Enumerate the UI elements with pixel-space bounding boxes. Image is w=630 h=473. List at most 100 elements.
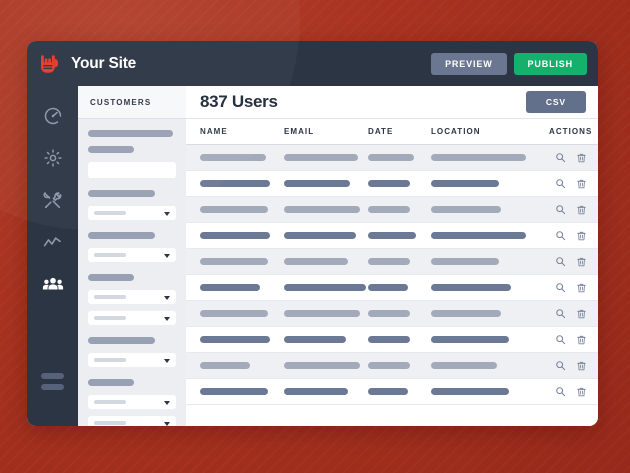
- table-cell-date: [368, 336, 431, 343]
- column-header-location[interactable]: LOCATION: [431, 127, 481, 136]
- sidebar-item-settings[interactable]: [27, 137, 78, 179]
- table-row[interactable]: [186, 145, 598, 171]
- row-actions: [549, 178, 589, 190]
- placeholder-bar: [200, 388, 268, 395]
- placeholder-bar: [431, 232, 526, 239]
- placeholder-bar: [431, 362, 497, 369]
- filter-select-1[interactable]: [88, 206, 176, 220]
- table-cell-name: [200, 388, 284, 395]
- column-header-email[interactable]: EMAIL: [284, 127, 315, 136]
- publish-button[interactable]: PUBLISH: [513, 52, 587, 75]
- table-row[interactable]: [186, 353, 598, 379]
- search-icon[interactable]: [555, 308, 566, 319]
- table-cell-date: [368, 310, 431, 317]
- row-actions: [549, 334, 589, 346]
- search-icon[interactable]: [555, 256, 566, 267]
- search-icon[interactable]: [555, 204, 566, 215]
- sidebar-item-tools[interactable]: [27, 179, 78, 221]
- table-cell-email: [284, 206, 368, 213]
- filter-select-4-value: [94, 316, 126, 320]
- search-icon[interactable]: [555, 360, 566, 371]
- sidebar-item-users[interactable]: [27, 263, 78, 305]
- table-row[interactable]: [186, 327, 598, 353]
- filter-search-input[interactable]: [88, 162, 176, 178]
- icon-sidebar: [27, 86, 78, 426]
- trash-delete-icon[interactable]: [576, 230, 587, 242]
- table-cell-location: [431, 362, 549, 369]
- row-actions: [549, 152, 589, 164]
- trash-delete-icon[interactable]: [576, 178, 587, 190]
- table-cell-email: [284, 154, 368, 161]
- table-row[interactable]: [186, 275, 598, 301]
- table-row[interactable]: [186, 197, 598, 223]
- search-icon[interactable]: [555, 282, 566, 293]
- filter-group-label-2: [88, 232, 155, 239]
- placeholder-bar: [431, 284, 511, 291]
- placeholder-bar: [200, 362, 250, 369]
- placeholder-bar: [368, 336, 410, 343]
- placeholder-bar: [284, 258, 348, 265]
- trash-delete-icon[interactable]: [576, 152, 587, 164]
- table-cell-date: [368, 388, 431, 395]
- placeholder-bar: [368, 232, 416, 239]
- filter-select-3[interactable]: [88, 290, 176, 304]
- search-icon[interactable]: [555, 230, 566, 241]
- sidebar-item-dashboard[interactable]: [27, 95, 78, 137]
- placeholder-bar: [200, 206, 268, 213]
- main-content: 837 Users CSV NAME EMAIL DATE LOCATION A…: [186, 86, 598, 426]
- rock-horns-logo-icon[interactable]: [39, 53, 61, 75]
- filters-panel-body: [78, 119, 186, 426]
- filter-select-2[interactable]: [88, 248, 176, 262]
- filter-sublabel-placeholder: [88, 146, 134, 153]
- filter-select-4[interactable]: [88, 311, 176, 325]
- chevron-down-icon: [164, 211, 170, 216]
- column-header-date[interactable]: DATE: [368, 127, 394, 136]
- trash-delete-icon[interactable]: [576, 204, 587, 216]
- trash-delete-icon[interactable]: [576, 360, 587, 372]
- search-icon[interactable]: [555, 334, 566, 345]
- table-cell-date: [368, 284, 431, 291]
- search-icon[interactable]: [555, 386, 566, 397]
- search-icon[interactable]: [555, 178, 566, 189]
- gauge-dashboard-icon: [44, 107, 61, 125]
- placeholder-bar: [431, 206, 501, 213]
- filter-select-7[interactable]: [88, 416, 176, 426]
- table-row[interactable]: [186, 379, 598, 405]
- table-row[interactable]: [186, 171, 598, 197]
- placeholder-bar: [284, 154, 358, 161]
- filter-select-5[interactable]: [88, 353, 176, 367]
- trash-delete-icon[interactable]: [576, 256, 587, 268]
- app-topbar: Your Site PREVIEW PUBLISH: [27, 41, 598, 86]
- gear-settings-icon: [43, 149, 62, 167]
- table-row[interactable]: [186, 223, 598, 249]
- trash-delete-icon[interactable]: [576, 334, 587, 346]
- csv-export-button[interactable]: CSV: [525, 91, 586, 113]
- menu-bar-top: [41, 373, 64, 379]
- sidebar-item-analytics[interactable]: [27, 221, 78, 263]
- placeholder-bar: [284, 232, 356, 239]
- table-cell-location: [431, 258, 549, 265]
- table-row[interactable]: [186, 249, 598, 275]
- placeholder-bar: [431, 310, 501, 317]
- chevron-down-icon: [164, 316, 170, 321]
- preview-button[interactable]: PREVIEW: [431, 52, 507, 75]
- trash-delete-icon[interactable]: [576, 308, 587, 320]
- trash-delete-icon[interactable]: [576, 386, 587, 398]
- filters-panel-title: CUSTOMERS: [90, 97, 152, 107]
- analytics-line-chart-icon: [43, 236, 61, 246]
- filter-label-placeholder: [88, 130, 174, 137]
- placeholder-bar: [368, 258, 410, 265]
- placeholder-bar: [431, 154, 526, 161]
- table-cell-date: [368, 258, 431, 265]
- sidebar-collapsed-menu[interactable]: [27, 373, 78, 390]
- search-icon[interactable]: [555, 152, 566, 163]
- chevron-down-icon: [164, 295, 170, 300]
- placeholder-bar: [200, 310, 268, 317]
- trash-delete-icon[interactable]: [576, 282, 587, 294]
- table-row[interactable]: [186, 301, 598, 327]
- filter-select-6[interactable]: [88, 395, 176, 409]
- filter-select-5-value: [94, 358, 126, 362]
- table-cell-date: [368, 232, 431, 239]
- row-actions: [549, 204, 589, 216]
- column-header-name[interactable]: NAME: [200, 127, 228, 136]
